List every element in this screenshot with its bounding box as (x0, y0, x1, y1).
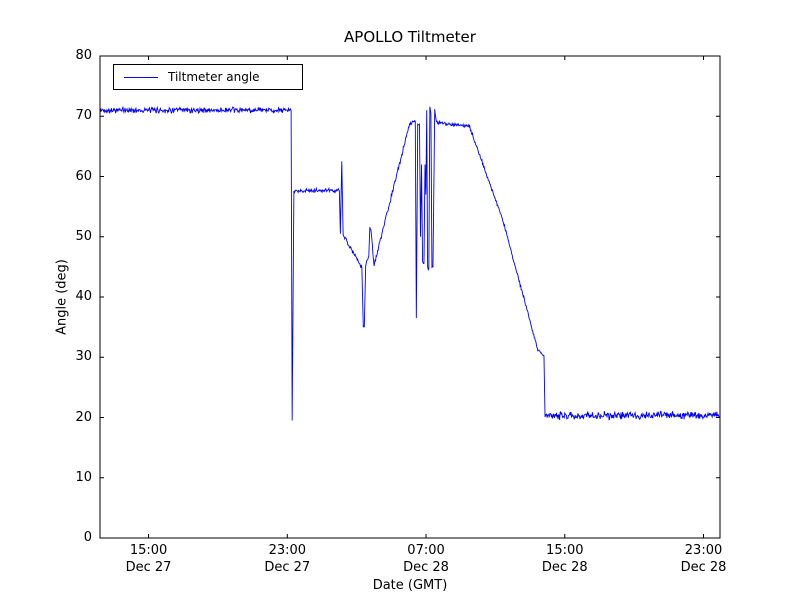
x-axis-label: Date (GMT) (372, 578, 448, 593)
y-tick-label: 50 (75, 228, 92, 244)
y-tick-label: 20 (75, 409, 92, 425)
x-tick-label: 15:00 Dec 27 (125, 543, 172, 575)
chart-title: APOLLO Tiltmeter (344, 28, 476, 46)
legend-line-sample (124, 76, 158, 78)
x-tick-label: 23:00 Dec 27 (264, 543, 311, 575)
x-tick-label: 07:00 Dec 28 (403, 543, 449, 575)
y-tick-label: 10 (75, 469, 92, 485)
y-tick-label: 30 (75, 349, 92, 365)
y-tick-label: 60 (75, 168, 92, 184)
legend-label: Tiltmeter angle (168, 70, 260, 84)
legend: Tiltmeter angle (113, 64, 303, 90)
x-tick-label: 23:00 Dec 28 (680, 543, 727, 575)
y-tick-label: 0 (83, 530, 92, 545)
y-tick-label: 80 (75, 48, 92, 63)
y-tick-label: 70 (75, 108, 92, 124)
axes-frame (99, 55, 721, 539)
y-tick-label: 40 (75, 289, 92, 304)
tiltmeter-angle-line (99, 105, 721, 421)
x-tick-label: 15:00 Dec 28 (541, 543, 588, 575)
